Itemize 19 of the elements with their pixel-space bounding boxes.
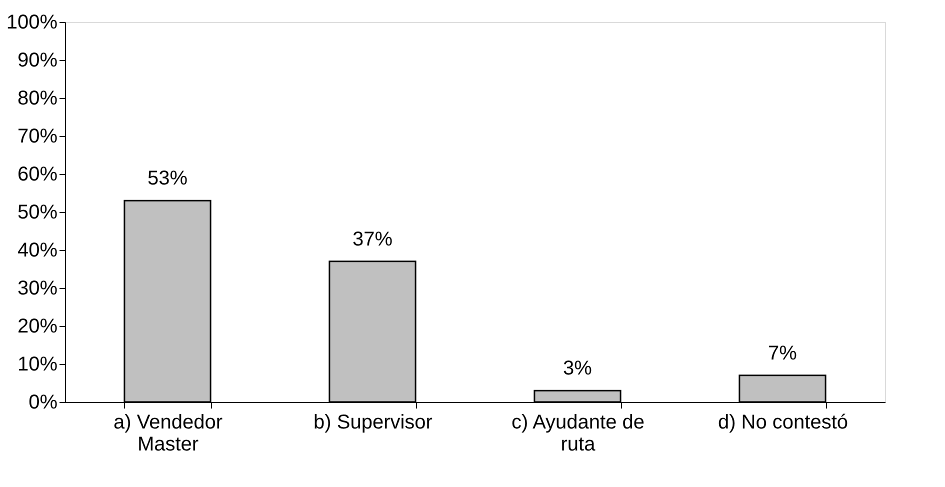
y-tick-label: 100% (6, 12, 58, 34)
x-tick-label: b) Supervisor (314, 412, 433, 434)
data-label: 3% (563, 358, 592, 380)
data-label: 53% (147, 168, 188, 190)
y-tick-label: 0% (28, 392, 58, 414)
x-tick-label: a) Vendedor Master (114, 412, 223, 456)
y-tick-label: 40% (17, 240, 58, 262)
y-tick-label: 10% (17, 354, 58, 376)
data-label: 7% (768, 342, 798, 364)
y-tick-label: 20% (17, 316, 58, 338)
y-tick-label: 30% (17, 278, 58, 300)
data-label: 37% (352, 228, 393, 250)
y-tick-label: 70% (17, 126, 58, 148)
x-tick-label: d) No contestó (718, 412, 848, 434)
y-tick-label: 60% (17, 164, 58, 186)
x-tick-label: c) Ayudante de ruta (511, 412, 645, 456)
y-tick-label: 90% (17, 50, 58, 72)
y-tick-label: 50% (17, 202, 58, 224)
y-tick-label: 80% (17, 88, 58, 110)
